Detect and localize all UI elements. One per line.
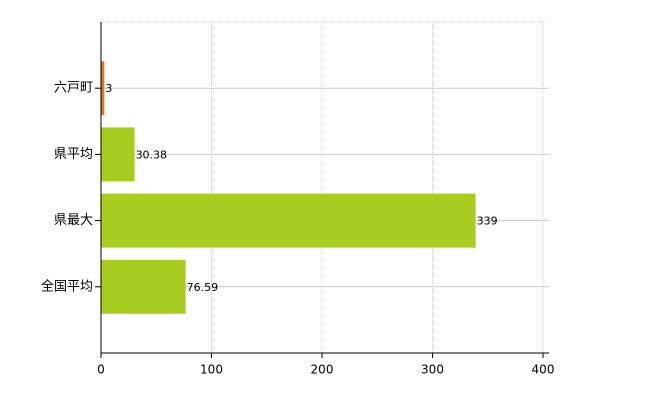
value-label: 30.38 [136,148,168,161]
x-tick-label: 0 [97,363,105,377]
bar [101,259,186,314]
y-tick-label: 全国平均 [41,278,93,294]
x-tick-label: 200 [311,363,334,377]
y-tick-label: 六戸町 [54,81,93,96]
y-tick-label: 県平均 [54,147,93,162]
x-tick-label: 400 [532,363,555,377]
x-tick-label: 300 [421,363,444,377]
value-label: 339 [477,215,498,228]
value-label: 3 [105,82,112,95]
x-tick-label: 100 [200,363,223,377]
bar [101,61,105,116]
value-label: 76.59 [187,281,219,294]
y-tick-label: 県最大 [54,213,93,228]
bar [101,127,135,182]
bar [101,193,476,248]
